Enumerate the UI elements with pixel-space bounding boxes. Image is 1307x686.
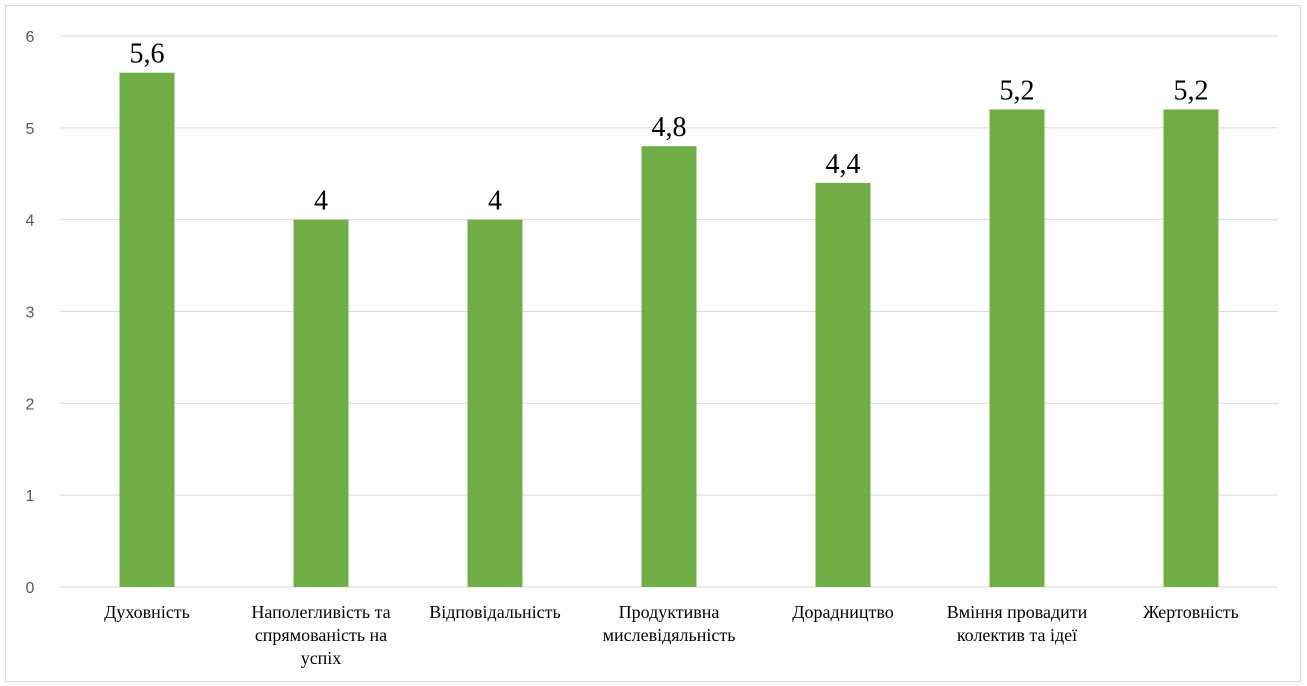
bar — [467, 219, 523, 587]
y-tick-label: 6 — [26, 29, 35, 46]
bar — [815, 182, 871, 587]
y-tick-label: 5 — [26, 121, 35, 138]
bar — [119, 72, 175, 587]
data-label: 5,2 — [1174, 75, 1209, 106]
x-tick-label: Духовність — [104, 602, 190, 622]
bar — [989, 109, 1045, 587]
data-label: 4,8 — [652, 112, 687, 143]
bar — [293, 219, 349, 587]
y-tick-label: 0 — [26, 580, 35, 597]
y-tick-label: 2 — [26, 396, 35, 413]
x-tick-label: Наполегливість та спрямованість на успіх — [251, 602, 390, 668]
data-label: 4 — [488, 186, 502, 217]
data-label: 5,2 — [1000, 75, 1035, 106]
x-tick-label: Жертовність — [1143, 602, 1239, 622]
x-tick-label: Продуктивна мислевідяльність — [603, 602, 736, 645]
x-axis-ticks: Духовність Наполегливість та спрямованість… — [104, 602, 1239, 668]
bar — [641, 146, 697, 587]
x-tick-label: Вміння провадити колектив та ідеї — [947, 602, 1088, 645]
data-labels: 5,6 4 4 4,8 4,4 5,2 5,2 — [130, 39, 1209, 217]
data-label: 4,4 — [826, 149, 861, 180]
x-tick-label: Відповідальність — [429, 602, 561, 622]
y-tick-label: 3 — [26, 305, 35, 322]
y-axis-ticks: 0 1 2 3 4 5 6 — [26, 29, 35, 597]
x-tick-label: Дорадництво — [792, 602, 894, 622]
bars — [119, 72, 1219, 587]
data-label: 4 — [314, 186, 328, 217]
bar — [1163, 109, 1219, 587]
data-label: 5,6 — [130, 39, 165, 70]
y-tick-label: 4 — [26, 213, 35, 230]
y-tick-label: 1 — [26, 488, 35, 505]
